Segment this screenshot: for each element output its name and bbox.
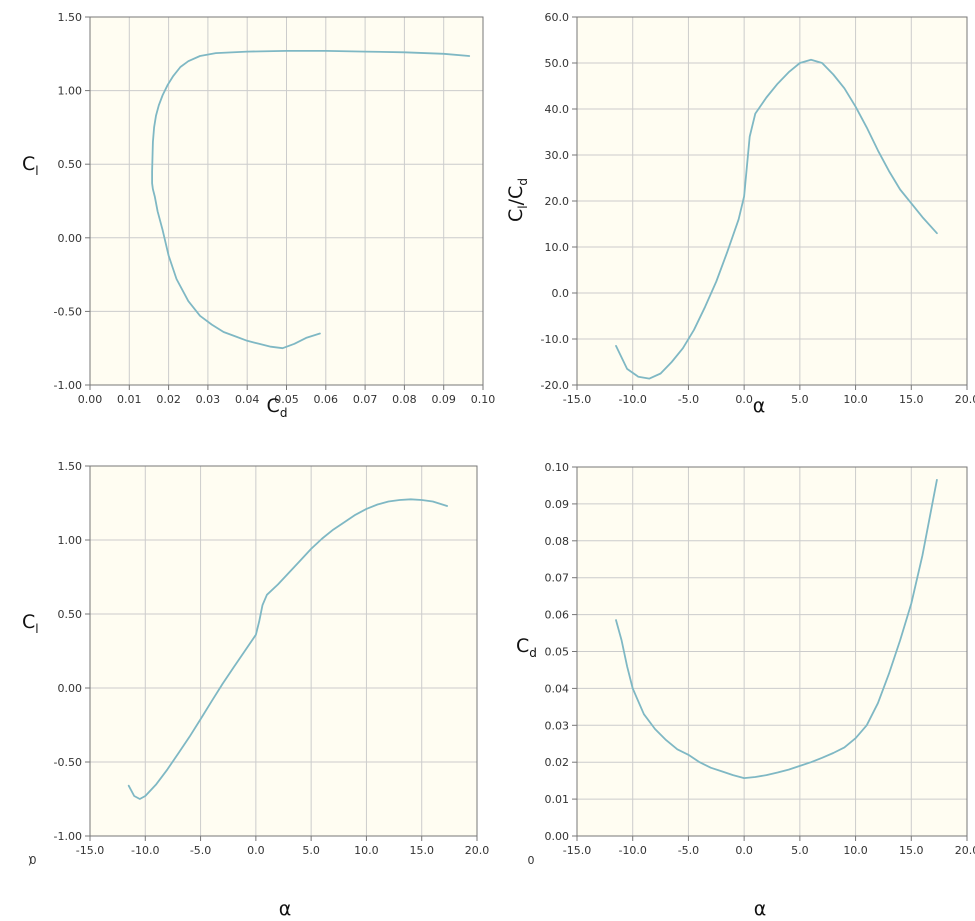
y-tick-label: 20.0: [545, 195, 570, 208]
y-tick-label: -1.00: [54, 830, 82, 843]
y-tick-label: 10.0: [545, 241, 570, 254]
y-tick-label: -1.00: [54, 379, 82, 392]
x-tick-label: 5.0: [791, 844, 809, 857]
plot-frame: [89, 16, 484, 386]
x-tick-label: 15.0: [409, 844, 434, 857]
series-line: [615, 478, 938, 779]
x-tick-label: -10.0: [618, 844, 646, 857]
x-tick-label: 0.00: [78, 393, 103, 406]
y-tick-label: 0.00: [58, 232, 83, 245]
y-tick-label: 1.00: [58, 85, 83, 98]
chart-panel-2: -15.0 -10.0 -5.0 0.0 5.0 10.0 15.0 20.0 -20.0 -10…: [505, 11, 975, 417]
edge-fragment: 0: [30, 854, 37, 867]
y-tick-label: 0.01: [545, 793, 570, 806]
y-tick-label: 0.04: [545, 682, 570, 695]
x-tick-label: 20.0: [465, 844, 490, 857]
x-tick-label: -5.0: [678, 844, 699, 857]
edge-fragment: ): [28, 854, 32, 867]
y-tick-label: 0.05: [545, 646, 570, 659]
x-tick-label: -15.0: [563, 393, 591, 406]
y-tick-label: 0.00: [545, 830, 570, 843]
y-axis-title: Cl: [22, 611, 39, 636]
plot-frame: [89, 465, 478, 837]
y-tick-label: 0.07: [545, 572, 570, 585]
y-tick-label: -10.0: [541, 333, 569, 346]
y-tick-label: 1.00: [58, 534, 83, 547]
x-tick-label: 0.06: [314, 393, 339, 406]
plot-frame: [576, 16, 968, 386]
x-tick-label: 0.07: [353, 393, 378, 406]
x-tick-label: 5.0: [791, 393, 809, 406]
y-axis-title-subscript: l: [35, 622, 38, 636]
y-axis-title: Cl: [22, 153, 39, 178]
y-axis-title-subscript: l: [516, 205, 530, 208]
x-tick-label: -10.0: [618, 393, 646, 406]
x-tick-label: 0.0: [735, 393, 753, 406]
x-tick-label: -5.0: [678, 393, 699, 406]
series-line: [127, 498, 449, 800]
x-tick-label: 0.05: [274, 393, 299, 406]
y-axis-title-subscript: l: [35, 164, 38, 178]
y-tick-label: 0.00: [58, 682, 83, 695]
x-tick-label: 0.0: [735, 844, 753, 857]
chart-panel-4: -15.0 -10.0 -5.0 0.0 5.0 10.0 15.0 20.0 0.00 0.01…: [516, 461, 975, 920]
x-tick-label: 10.0: [354, 844, 379, 857]
x-tick-label: 10.0: [843, 844, 868, 857]
x-axis-title: α: [754, 898, 767, 920]
x-tick-label: 0.08: [392, 393, 417, 406]
x-tick-label: 0.03: [196, 393, 221, 406]
x-tick-label: 20.0: [955, 844, 975, 857]
x-tick-label: 0.01: [117, 393, 142, 406]
plot-frame: [576, 466, 968, 837]
x-tick-label: 20.0: [955, 393, 975, 406]
x-tick-label: 0.04: [235, 393, 260, 406]
y-tick-label: 1.50: [58, 11, 83, 24]
y-tick-label: 0.08: [545, 535, 570, 548]
x-tick-label: 10.0: [843, 393, 868, 406]
y-tick-label: 0.09: [545, 498, 570, 511]
y-tick-label: 0.50: [58, 608, 83, 621]
y-tick-label: 60.0: [545, 11, 570, 24]
y-tick-label: 0.02: [545, 756, 570, 769]
x-tick-label: 0.0: [247, 844, 265, 857]
y-tick-label: 0.50: [58, 158, 83, 171]
y-tick-label: -0.50: [54, 756, 82, 769]
y-tick-label: -0.50: [54, 305, 82, 318]
x-axis-title: α: [279, 898, 292, 920]
x-tick-label: -15.0: [76, 844, 104, 857]
y-tick-label: 0.06: [545, 609, 570, 622]
y-axis-title-subscript: d: [529, 646, 537, 660]
plot-area: [90, 466, 477, 836]
y-tick-label: 0.0: [552, 287, 570, 300]
x-tick-label: -15.0: [563, 844, 591, 857]
y-tick-label: 30.0: [545, 149, 570, 162]
x-axis-title: α: [753, 395, 766, 417]
x-axis-title-subscript: d: [280, 406, 288, 420]
x-tick-label: -5.0: [190, 844, 211, 857]
x-tick-label: 0.02: [156, 393, 181, 406]
x-tick-label: 0.10: [471, 393, 496, 406]
x-tick-label: 5.0: [302, 844, 320, 857]
x-tick-label: 0.09: [431, 393, 456, 406]
x-tick-label: 15.0: [899, 844, 924, 857]
y-tick-label: 1.50: [58, 460, 83, 473]
y-tick-label: 0.03: [545, 719, 570, 732]
y-axis-title: Cl/Cd: [505, 178, 530, 222]
chart-panel-1: 0.00 0.01 0.02 0.03 0.04 0.05 0.06 0.07 0.08 0.09…: [22, 11, 495, 420]
y-tick-label: 0.10: [545, 461, 570, 474]
x-tick-label: -10.0: [131, 844, 159, 857]
y-axis-title-tail-subscript: d: [516, 178, 530, 186]
y-tick-label: 50.0: [545, 57, 570, 70]
edge-fragment: 0: [528, 854, 535, 867]
y-tick-label: -20.0: [541, 379, 569, 392]
x-tick-label: 15.0: [899, 393, 924, 406]
y-tick-label: 40.0: [545, 103, 570, 116]
series-line: [615, 58, 938, 380]
series-line: [151, 50, 471, 350]
chart-panel-3: -15.0 -10.0 -5.0 0.0 5.0 10.0 15.0 20.0 -1.00 -0.…: [22, 460, 489, 920]
y-axis-title-tail: /C: [505, 186, 527, 206]
y-axis-title: Cd: [516, 635, 537, 660]
